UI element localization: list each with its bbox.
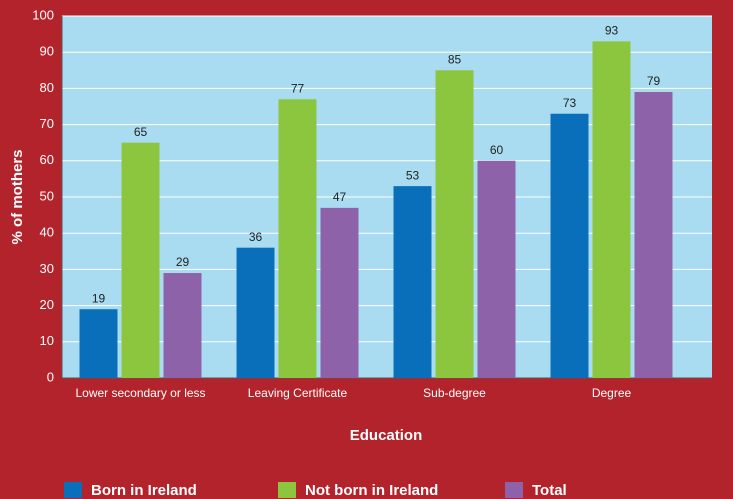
bar — [592, 41, 631, 379]
bar — [320, 207, 359, 378]
data-label: 47 — [333, 190, 347, 204]
x-tick-label: Degree — [592, 386, 632, 400]
y-tick-label: 100 — [32, 7, 54, 22]
x-axis-label: Education — [350, 427, 423, 444]
bar — [278, 99, 317, 378]
y-tick-label: 10 — [40, 333, 54, 348]
bar — [435, 70, 474, 379]
x-tick-label: Sub-degree — [423, 386, 486, 400]
bar — [121, 142, 160, 378]
bar — [477, 160, 516, 378]
data-label: 60 — [490, 143, 504, 157]
data-label: 93 — [605, 24, 619, 38]
legend-label: Not born in Ireland — [305, 482, 438, 499]
legend-swatch — [505, 482, 523, 498]
y-tick-label: 90 — [40, 44, 54, 59]
y-tick-label: 20 — [40, 297, 54, 312]
data-label: 65 — [134, 125, 148, 139]
x-tick-label: Leaving Certificate — [248, 386, 348, 400]
x-tick-label: Lower secondary or less — [75, 386, 205, 400]
bar — [163, 273, 202, 378]
data-label: 85 — [448, 52, 462, 66]
data-label: 77 — [291, 81, 305, 95]
bar — [550, 113, 589, 379]
y-tick-label: 80 — [40, 80, 54, 95]
legend-swatch — [64, 482, 82, 498]
data-label: 36 — [249, 230, 263, 244]
data-label: 29 — [176, 255, 190, 269]
y-axis-label: % of mothers — [9, 149, 26, 244]
bar — [634, 92, 673, 379]
bar — [393, 186, 432, 378]
y-tick-label: 50 — [40, 188, 54, 203]
data-label: 19 — [92, 291, 106, 305]
y-tick-label: 60 — [40, 152, 54, 167]
y-tick-label: 40 — [40, 225, 54, 240]
y-tick-label: 70 — [40, 116, 54, 131]
y-tick-label: 0 — [47, 369, 54, 384]
y-tick-label: 30 — [40, 261, 54, 276]
legend-label: Total — [532, 482, 567, 499]
legend-label: Born in Ireland — [91, 482, 197, 499]
data-label: 53 — [406, 168, 420, 182]
bar — [79, 309, 118, 378]
data-label: 79 — [647, 74, 661, 88]
bar — [236, 247, 275, 378]
data-label: 73 — [563, 96, 577, 110]
legend-swatch — [278, 482, 296, 498]
